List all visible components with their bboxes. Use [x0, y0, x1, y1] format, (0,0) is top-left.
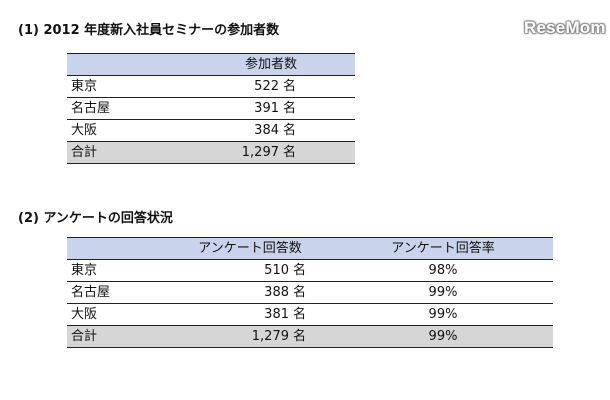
total-rate: 99%	[333, 325, 553, 348]
total-count: 1,279	[167, 325, 293, 348]
count-value: 381	[264, 307, 289, 322]
row-label: 大阪	[67, 303, 167, 326]
header-cell-response-count: アンケート回答数	[167, 237, 333, 260]
survey-table: アンケート回答数 アンケート回答率 東京 510 名 98% 名古屋 388 名…	[67, 237, 553, 348]
header-label-response-count: アンケート回答数	[198, 241, 302, 256]
header-cell-response-rate: アンケート回答率	[333, 237, 553, 260]
section-title-participants: (1) 2012 年度新入社員セミナーの参加者数	[18, 23, 280, 38]
total-value: 1,297	[241, 145, 279, 160]
header-cell-participants: 参加者数	[187, 53, 355, 76]
header-label-response-rate: アンケート回答率	[391, 241, 495, 256]
response-rate: 99%	[333, 281, 553, 304]
unit-label: 名	[293, 281, 333, 304]
unit-label: 名	[293, 303, 333, 326]
total-count: 1,297	[187, 141, 283, 164]
table-header-row: 参加者数	[67, 53, 355, 76]
table-row: 大阪 381 名 99%	[67, 303, 553, 326]
table-row: 東京 522 名	[67, 75, 355, 98]
unit-label: 名	[283, 141, 355, 164]
row-label: 名古屋	[67, 281, 167, 304]
header-cell-empty	[67, 237, 167, 260]
response-rate: 99%	[333, 303, 553, 326]
response-rate: 98%	[333, 259, 553, 282]
total-label: 合計	[67, 141, 187, 164]
total-label: 合計	[67, 325, 167, 348]
unit-label: 名	[283, 75, 355, 98]
table-row: 名古屋 391 名	[67, 97, 355, 120]
count-value: 510	[264, 263, 289, 278]
row-label: 大阪	[67, 119, 187, 142]
header-label-participants: 参加者数	[244, 57, 297, 72]
table-row: 東京 510 名 98%	[67, 259, 553, 282]
participants-table: 参加者数 東京 522 名 名古屋 391 名 大阪 384 名 合計 1,29…	[67, 53, 355, 164]
participant-count: 391	[187, 97, 283, 120]
total-value: 1,279	[251, 329, 289, 344]
table-header-row: アンケート回答数 アンケート回答率	[67, 237, 553, 260]
count-value: 391	[254, 101, 279, 116]
row-label: 名古屋	[67, 97, 187, 120]
response-count: 381	[167, 303, 293, 326]
response-count: 388	[167, 281, 293, 304]
resemom-logo: ReseMom	[524, 18, 606, 37]
unit-label: 名	[293, 259, 333, 282]
count-value: 522	[254, 79, 279, 94]
total-row: 合計 1,297 名	[67, 141, 355, 164]
count-value: 388	[264, 285, 289, 300]
unit-label: 名	[293, 325, 333, 348]
row-label: 東京	[67, 259, 167, 282]
table-row: 名古屋 388 名 99%	[67, 281, 553, 304]
count-value: 384	[254, 123, 279, 138]
unit-label: 名	[283, 97, 355, 120]
total-row: 合計 1,279 名 99%	[67, 325, 553, 348]
row-label: 東京	[67, 75, 187, 98]
response-count: 510	[167, 259, 293, 282]
table-row: 大阪 384 名	[67, 119, 355, 142]
header-cell-empty	[67, 53, 187, 76]
unit-label: 名	[283, 119, 355, 142]
section-title-survey: (2) アンケートの回答状況	[18, 211, 173, 226]
participant-count: 522	[187, 75, 283, 98]
participant-count: 384	[187, 119, 283, 142]
